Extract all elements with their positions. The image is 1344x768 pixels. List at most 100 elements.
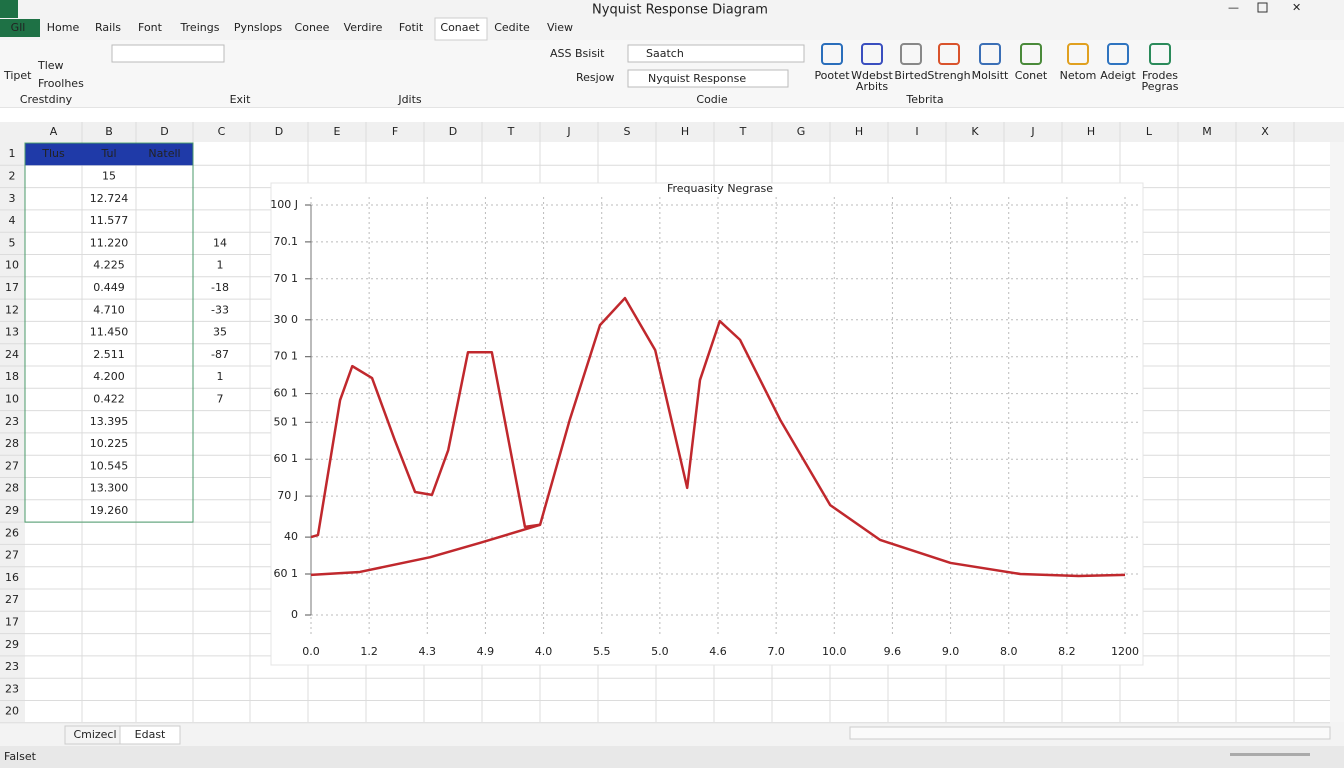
cell[interactable]: 12.724 <box>90 192 129 205</box>
row-header[interactable]: 17 <box>5 615 19 628</box>
search-box[interactable] <box>627 44 805 63</box>
header-cell[interactable]: Tlus <box>41 147 65 160</box>
ribbon-button[interactable]: Resjow <box>576 71 614 84</box>
column-header[interactable]: C <box>218 125 226 138</box>
column-header[interactable]: F <box>392 125 398 138</box>
ribbon-item[interactable]: Froolhes <box>38 77 84 90</box>
ribbon-icon[interactable] <box>1067 43 1089 65</box>
cell[interactable]: 1 <box>217 370 224 383</box>
ribbon-tab[interactable]: Gll <box>11 21 26 34</box>
cell[interactable]: 4.225 <box>93 259 125 272</box>
ribbon-tab[interactable]: Verdire <box>344 21 383 34</box>
cell[interactable]: 13.300 <box>90 482 129 495</box>
row-header[interactable]: 29 <box>5 638 19 651</box>
row-header[interactable]: 29 <box>5 504 19 517</box>
minimize[interactable]: — <box>1228 1 1239 14</box>
cell[interactable]: 7 <box>217 392 224 405</box>
column-header[interactable]: L <box>1146 125 1153 138</box>
ribbon-tab[interactable]: View <box>547 21 573 34</box>
row-header[interactable]: 23 <box>5 660 19 673</box>
cell[interactable]: 35 <box>213 326 227 339</box>
row-header[interactable]: 10 <box>5 259 19 272</box>
column-header[interactable]: M <box>1202 125 1212 138</box>
cell[interactable]: -87 <box>211 348 229 361</box>
cell[interactable]: 2.511 <box>93 348 125 361</box>
cell[interactable]: 13.395 <box>90 415 129 428</box>
ribbon-icon-label[interactable]: Molsitt <box>972 69 1009 82</box>
ribbon-button[interactable]: ASS Bsisit <box>550 47 605 60</box>
cell[interactable]: 15 <box>102 169 116 182</box>
cell[interactable]: 11.450 <box>90 326 129 339</box>
column-header[interactable]: D <box>275 125 283 138</box>
column-header[interactable]: G <box>797 125 806 138</box>
ribbon-tab[interactable]: Font <box>138 21 163 34</box>
row-header[interactable]: 17 <box>5 281 19 294</box>
row-header[interactable]: 24 <box>5 348 19 361</box>
row-header[interactable]: 28 <box>5 437 19 450</box>
cell[interactable]: 1 <box>217 259 224 272</box>
row-header[interactable]: 4 <box>9 214 16 227</box>
ribbon-icon[interactable] <box>979 43 1001 65</box>
ribbon-tab[interactable]: Home <box>47 21 80 34</box>
column-header[interactable]: J <box>1030 125 1034 138</box>
cell[interactable]: 10.225 <box>90 437 129 450</box>
ribbon-icon[interactable] <box>861 43 883 65</box>
row-header[interactable]: 2 <box>9 169 16 182</box>
column-header[interactable]: H <box>681 125 689 138</box>
horizontal-scrollbar[interactable] <box>849 726 1331 740</box>
column-header[interactable]: T <box>507 125 515 138</box>
row-header[interactable]: 18 <box>5 370 19 383</box>
column-header[interactable]: H <box>855 125 863 138</box>
column-header[interactable]: T <box>739 125 747 138</box>
cell[interactable]: 4.200 <box>93 370 125 383</box>
ribbon-button[interactable]: Nyquist Response <box>648 72 746 85</box>
row-header[interactable]: 27 <box>5 593 19 606</box>
ribbon-icon-label[interactable]: Netom <box>1060 69 1097 82</box>
zoom-slider[interactable] <box>1230 753 1310 756</box>
header-cell[interactable]: Natell <box>148 147 180 160</box>
ribbon-icon[interactable] <box>938 43 960 65</box>
column-header[interactable]: A <box>50 125 58 138</box>
ribbon-icon-label[interactable]: Frodes Pegras <box>1142 69 1179 93</box>
column-header[interactable]: I <box>915 125 918 138</box>
ribbon-icon[interactable] <box>1149 43 1171 65</box>
row-header[interactable]: 27 <box>5 459 19 472</box>
cell[interactable]: 10.545 <box>90 459 129 472</box>
cell[interactable]: 4.710 <box>93 303 125 316</box>
row-header[interactable]: 23 <box>5 415 19 428</box>
row-header[interactable]: 26 <box>5 526 19 539</box>
row-header[interactable]: 27 <box>5 549 19 562</box>
row-header[interactable]: 13 <box>5 326 19 339</box>
sheet-tab[interactable]: Cmizecl <box>73 728 116 741</box>
name-field[interactable] <box>627 69 789 88</box>
ribbon-icon-label[interactable]: Strengh <box>927 69 970 82</box>
cell[interactable]: -18 <box>211 281 229 294</box>
cell[interactable]: 0.422 <box>93 392 125 405</box>
cell[interactable]: 11.577 <box>90 214 129 227</box>
ribbon-icon-label[interactable]: Adeigt <box>1100 69 1136 82</box>
cell[interactable]: 0.449 <box>93 281 125 294</box>
ribbon-icon[interactable] <box>1020 43 1042 65</box>
ribbon-tab[interactable]: Conaet <box>440 21 480 34</box>
close[interactable]: ✕ <box>1292 1 1301 14</box>
cell[interactable]: -33 <box>211 303 229 316</box>
sheet-tab[interactable]: Edast <box>135 728 166 741</box>
ribbon-icon[interactable] <box>900 43 922 65</box>
cell[interactable]: 14 <box>213 236 227 249</box>
header-cell[interactable]: Tul <box>100 147 116 160</box>
ribbon-tab[interactable]: Treings <box>180 21 220 34</box>
ribbon-tab[interactable]: Conee <box>295 21 330 34</box>
ribbon-icon-label[interactable]: Birted <box>894 69 927 82</box>
row-header[interactable]: 28 <box>5 482 19 495</box>
row-header[interactable]: 1 <box>9 147 16 160</box>
font-box[interactable] <box>111 44 225 63</box>
row-header[interactable]: 10 <box>5 392 19 405</box>
column-header[interactable]: D <box>160 125 168 138</box>
column-header[interactable]: D <box>449 125 457 138</box>
row-header[interactable]: 5 <box>9 236 16 249</box>
ribbon-item[interactable]: Tlew <box>37 59 64 72</box>
column-header[interactable]: K <box>971 125 979 138</box>
column-header[interactable]: B <box>105 125 113 138</box>
maximize[interactable] <box>1257 2 1268 13</box>
cell[interactable]: 19.260 <box>90 504 129 517</box>
